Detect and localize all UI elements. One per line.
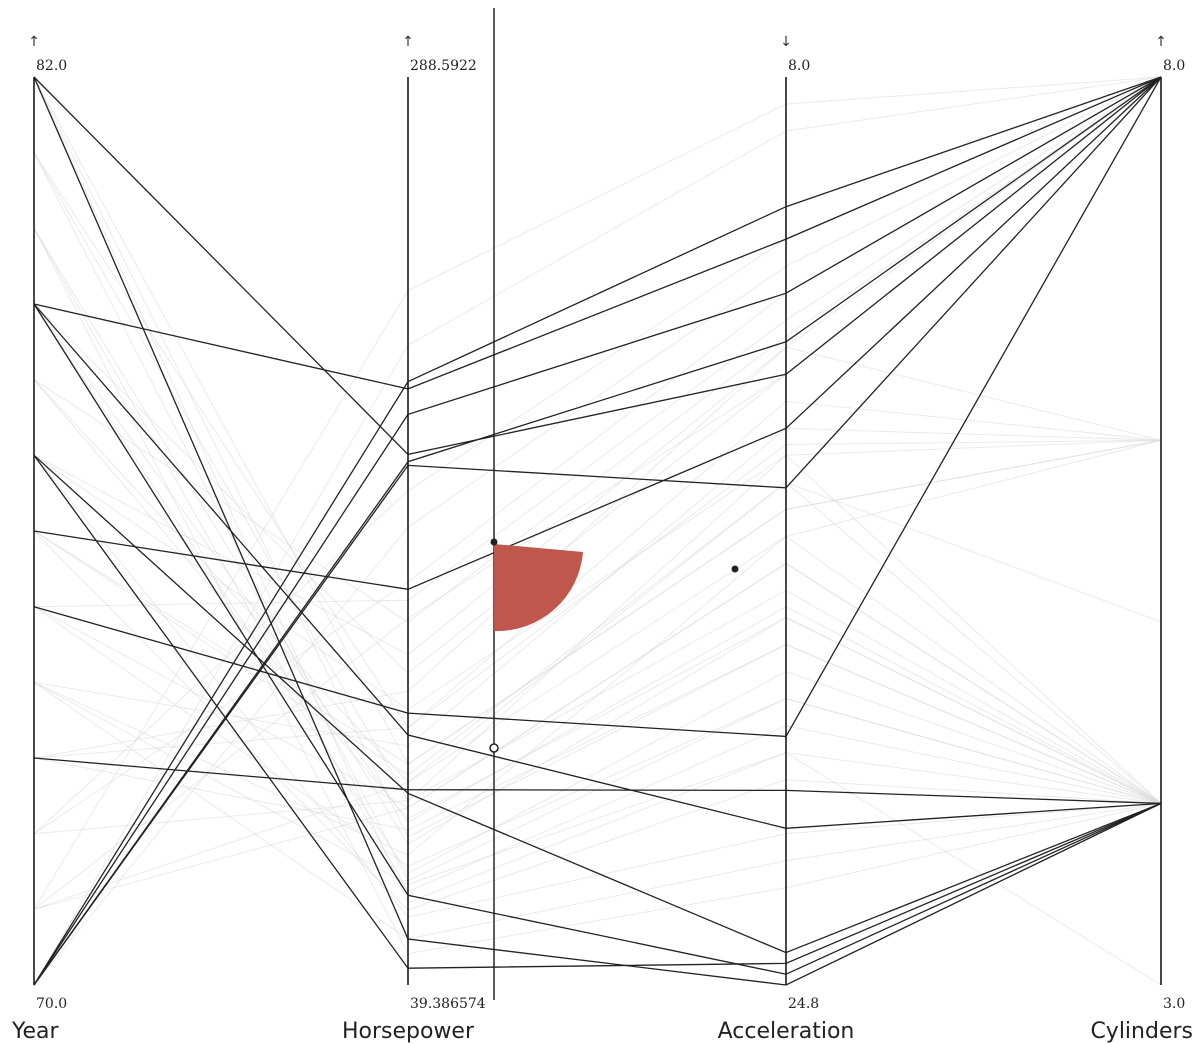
context-line-39 (33, 681, 1162, 940)
context-lines (33, 76, 1162, 986)
context-line-8 (33, 303, 1162, 875)
selected-line-2 (33, 76, 1162, 390)
sort-arrow-icon-acc[interactable]: ↓ (780, 34, 792, 50)
axis-max-label-acc: 8.0 (788, 58, 810, 74)
axis-name-acc: Acceleration (718, 1019, 855, 1044)
context-line-2 (33, 400, 1162, 759)
context-line-35 (33, 228, 1162, 955)
cursor-handle-top[interactable] (490, 538, 498, 546)
angle-brush-wedge[interactable] (494, 544, 583, 632)
context-line-10 (33, 152, 1162, 804)
selected-line-6 (33, 76, 1162, 986)
context-line-30 (33, 76, 1162, 608)
selected-line-8 (33, 76, 1162, 986)
selected-line-11 (33, 76, 1162, 986)
cursor-tool[interactable] (489, 8, 739, 1000)
cursor-handle-bottom[interactable] (489, 743, 499, 753)
selected-line-12 (33, 303, 1162, 975)
context-line-12 (33, 76, 1162, 986)
context-line-33 (33, 76, 1162, 623)
context-line-1 (33, 76, 1162, 835)
context-line-28 (33, 643, 1162, 831)
axis-min-label-cyl: 3.0 (1163, 996, 1185, 1012)
axis-max-label-cyl: 8.0 (1163, 58, 1185, 74)
axis-min-label-acc: 24.8 (788, 996, 819, 1012)
selected-line-10 (33, 76, 1162, 590)
axis-min-label-year: 70.0 (36, 996, 67, 1012)
axis-labels: ↑ 82.0 70.0 Year ↑ 288.5922 39.386574 Horsepowe… (11, 34, 1193, 1044)
axis-name-year: Year (11, 1019, 60, 1044)
selected-line-5 (33, 76, 1162, 738)
selected-line-0 (33, 76, 1162, 456)
context-line-6 (33, 76, 1162, 656)
context-line-38 (33, 76, 1162, 910)
context-line-26 (33, 562, 1162, 910)
context-line-0 (33, 481, 1162, 910)
axes (33, 77, 1162, 985)
context-line-36 (33, 152, 1162, 729)
context-line-20 (33, 379, 1162, 784)
sort-arrow-icon-cyl[interactable]: ↑ (1155, 34, 1167, 50)
selected-line-13 (33, 454, 1162, 969)
selected-line-1 (33, 303, 1162, 829)
context-line-14 (33, 454, 1162, 835)
axis-name-cyl: Cylinders (1090, 1019, 1193, 1044)
context-line-22 (33, 228, 1162, 845)
sort-arrow-icon-year[interactable]: ↑ (28, 34, 40, 50)
sort-arrow-icon-hp[interactable]: ↑ (402, 34, 414, 50)
context-line-29 (33, 681, 1162, 885)
context-line-25 (33, 76, 1162, 986)
context-line-16 (33, 427, 1162, 747)
context-line-13 (33, 76, 1162, 910)
context-line-37 (33, 76, 1162, 986)
selected-line-9 (33, 76, 1162, 986)
selected-line-3 (33, 757, 1162, 805)
context-line-24 (33, 76, 1162, 765)
context-line-19 (33, 439, 1162, 711)
context-line-34 (33, 303, 1162, 824)
axis-max-label-hp: 288.5922 (410, 58, 477, 74)
context-line-18 (33, 530, 1162, 911)
context-line-11 (33, 76, 1162, 838)
axis-max-label-year: 82.0 (36, 58, 67, 74)
axis-name-hp: Horsepower (342, 1019, 475, 1044)
context-line-31 (33, 481, 1162, 776)
context-line-32 (33, 454, 1162, 918)
selected-line-4 (33, 454, 1162, 954)
cursor-handle-mid[interactable] (731, 565, 739, 573)
axis-min-label-hp: 39.386574 (410, 996, 486, 1012)
selected-line-7 (33, 76, 1162, 986)
selected-lines (33, 76, 1162, 986)
